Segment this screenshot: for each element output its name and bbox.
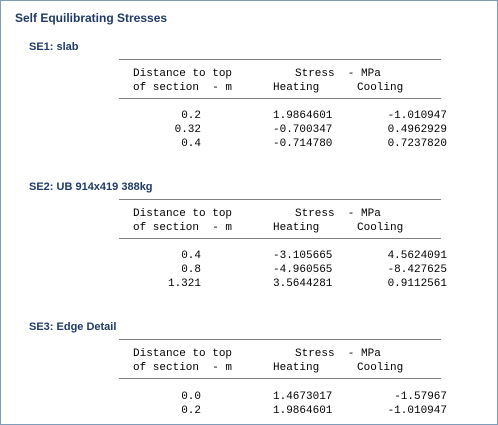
- heating-header: Heating: [273, 82, 320, 94]
- cooling-cell: 4.5624091: [387, 250, 447, 262]
- distance-header-line1: Distance to top: [133, 348, 233, 360]
- distance-header-line1: Distance to top: [133, 68, 233, 80]
- heating-cell: 3.5644281: [273, 278, 333, 290]
- distance-cell: 1.321: [167, 278, 201, 290]
- distance-header-line2: of section - m: [133, 82, 233, 94]
- cooling-cell: -1.57967: [394, 391, 447, 403]
- page-title: Self Equilibrating Stresses: [15, 11, 168, 25]
- heating-cell: -4.960565: [273, 264, 333, 276]
- section-heading: SE3: Edge Detail: [29, 321, 117, 333]
- table-header-rule: [119, 378, 441, 379]
- cooling-header: Cooling: [357, 222, 404, 234]
- distance-cell: 0.4: [181, 138, 201, 150]
- cooling-cell: -1.010947: [387, 110, 447, 122]
- distance-header-line2: of section - m: [133, 222, 233, 234]
- heating-cell: -0.714780: [273, 138, 333, 150]
- distance-cell: 0.0: [181, 391, 201, 403]
- table-top-rule: [119, 59, 441, 60]
- cooling-cell: 0.9112561: [387, 278, 447, 290]
- distance-cell: 0.2: [181, 405, 201, 417]
- heating-cell: 1.9864601: [273, 405, 333, 417]
- stress-header: Stress - MPa: [295, 348, 381, 360]
- heating-cell: 1.4673017: [273, 391, 333, 403]
- distance-cell: 0.8: [181, 264, 201, 276]
- cooling-header: Cooling: [357, 362, 404, 374]
- heating-cell: 1.9864601: [273, 110, 333, 122]
- distance-header-line1: Distance to top: [133, 208, 233, 220]
- cooling-cell: 0.4962929: [387, 124, 447, 136]
- stress-header: Stress - MPa: [295, 68, 381, 80]
- section-heading: SE1: slab: [29, 41, 79, 53]
- heating-cell: -3.105665: [273, 250, 333, 262]
- table-header-rule: [119, 238, 441, 239]
- table-header-rule: [119, 98, 441, 99]
- table-top-rule: [119, 339, 441, 340]
- table-top-rule: [119, 199, 441, 200]
- distance-cell: 0.32: [174, 124, 201, 136]
- distance-header-line2: of section - m: [133, 362, 233, 374]
- distance-cell: 0.2: [181, 110, 201, 122]
- cooling-cell: -8.427625: [387, 264, 447, 276]
- cooling-cell: 0.7237820: [387, 138, 447, 150]
- heating-header: Heating: [273, 362, 320, 374]
- distance-cell: 0.4: [181, 250, 201, 262]
- heating-cell: -0.700347: [273, 124, 333, 136]
- heating-header: Heating: [273, 222, 320, 234]
- stress-header: Stress - MPa: [295, 208, 381, 220]
- cooling-header: Cooling: [357, 82, 404, 94]
- section-heading: SE2: UB 914x419 388kg: [29, 181, 153, 193]
- cooling-cell: -1.010947: [387, 405, 447, 417]
